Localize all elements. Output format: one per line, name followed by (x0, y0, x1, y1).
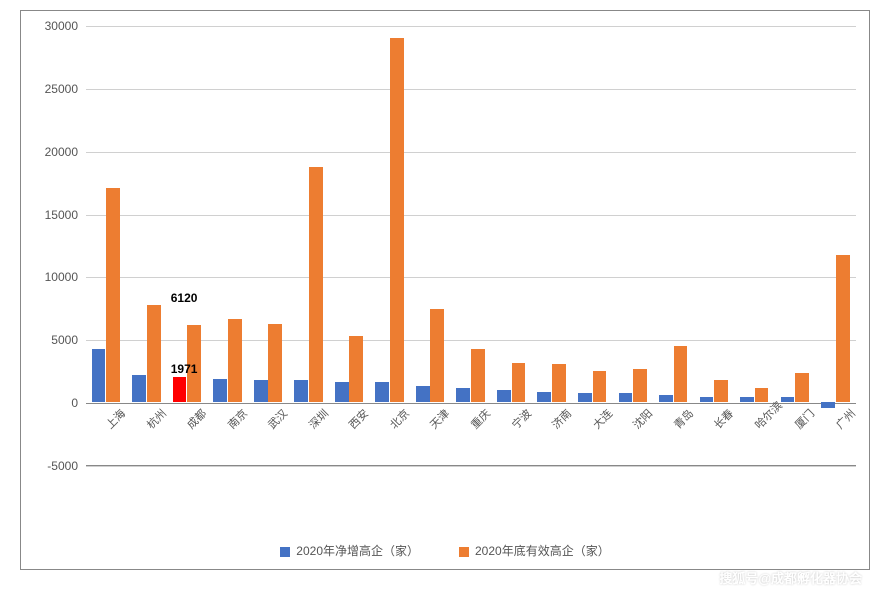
bar (700, 397, 714, 403)
bar (456, 388, 470, 402)
bar (228, 319, 242, 402)
bar (795, 373, 809, 402)
legend-item: 2020年底有效高企（家） (459, 542, 610, 559)
watermark: 搜狐号@成都孵化器协会 (711, 566, 870, 589)
bar (836, 255, 850, 402)
bar (619, 393, 633, 402)
bar (430, 309, 444, 402)
legend-label: 2020年底有效高企（家） (475, 544, 610, 558)
bar (593, 371, 607, 402)
bar (213, 379, 227, 402)
y-tick-label: -5000 (47, 459, 78, 473)
grid-line (86, 89, 856, 90)
legend-swatch (459, 547, 469, 557)
bar (740, 397, 754, 402)
legend-label: 2020年净增高企（家） (296, 544, 419, 558)
data-annotation: 1971 (171, 362, 198, 376)
bar (781, 397, 795, 402)
bar (309, 167, 323, 402)
bar (416, 386, 430, 402)
bar (294, 380, 308, 402)
bar (254, 380, 268, 403)
bar (268, 324, 282, 402)
bar (755, 388, 769, 402)
bar (633, 369, 647, 402)
bar (375, 382, 389, 402)
bar (537, 392, 551, 402)
y-tick-label: 15000 (45, 208, 78, 222)
bar (106, 188, 120, 402)
legend-swatch (280, 547, 290, 557)
grid-line (86, 466, 856, 467)
y-tick-label: 20000 (45, 145, 78, 159)
bar (714, 380, 728, 403)
bar (552, 364, 566, 402)
y-tick-label: 0 (71, 396, 78, 410)
legend-item: 2020年净增高企（家） (280, 542, 419, 559)
y-tick-label: 25000 (45, 82, 78, 96)
y-tick-label: 30000 (45, 19, 78, 33)
bar (578, 393, 592, 402)
bar (471, 349, 485, 402)
bar (335, 382, 349, 402)
grid-line (86, 340, 856, 341)
zero-line (86, 403, 856, 404)
grid-line (86, 277, 856, 278)
grid-line (86, 26, 856, 27)
bar (390, 38, 404, 403)
y-tick-label: 10000 (45, 270, 78, 284)
legend: 2020年净增高企（家） 2020年底有效高企（家） (21, 542, 869, 559)
bar (497, 390, 511, 402)
data-annotation: 6120 (171, 291, 198, 305)
bar (512, 363, 526, 402)
bar (821, 402, 835, 408)
bar (659, 395, 673, 403)
bar (173, 377, 187, 402)
grid-line (86, 152, 856, 153)
bar (147, 305, 161, 402)
grid-line (86, 215, 856, 216)
plot-area: -500005000100001500020000250003000061201… (86, 26, 856, 466)
bar (132, 375, 146, 403)
bar (349, 336, 363, 403)
bar (92, 349, 106, 402)
bar (674, 346, 688, 403)
chart-container: -5000 0 5000 10000 15000 20000 25000 30000 6120 1… (20, 10, 870, 570)
y-tick-label: 5000 (51, 333, 78, 347)
